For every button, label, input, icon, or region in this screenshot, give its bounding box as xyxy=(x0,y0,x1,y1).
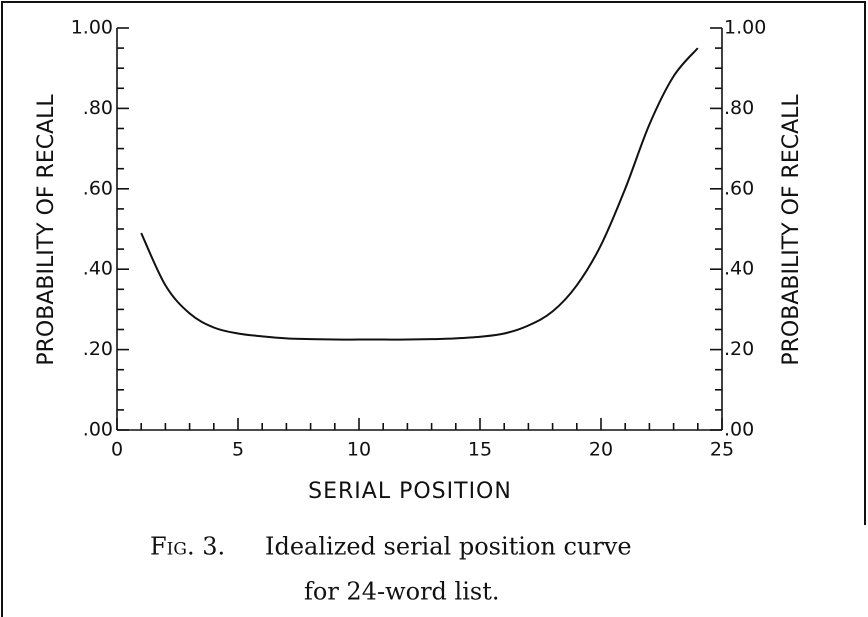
y2-tick-label: .40 xyxy=(724,258,754,280)
y2-tick-label: .80 xyxy=(724,97,754,119)
x-tick-label: 10 xyxy=(347,439,371,461)
y-tick-label: .60 xyxy=(83,177,113,199)
x-tick-label: 20 xyxy=(589,439,613,461)
caption-line: for 24-word list. xyxy=(304,578,499,606)
y2-tick-label: .00 xyxy=(724,419,754,441)
y2-tick-label: .60 xyxy=(724,177,754,199)
y-tick-label: .40 xyxy=(83,258,113,280)
x-tick-label: 5 xyxy=(232,439,244,461)
x-tick-label: 0 xyxy=(111,439,123,461)
x-axis-title: SERIAL POSITION xyxy=(308,479,512,504)
y-tick-label: .00 xyxy=(83,419,113,441)
y2-axis-title: PROBABILITY OF RECALL xyxy=(779,94,804,366)
curve xyxy=(140,47,699,341)
y-tick-label: 1.00 xyxy=(71,17,113,39)
caption-label: Fig. 3. xyxy=(150,533,225,561)
x-tick-label: 25 xyxy=(710,439,734,461)
y2-tick-label: 1.00 xyxy=(724,17,766,39)
caption-line: Idealized serial position curve xyxy=(265,533,632,561)
y-tick-label: .20 xyxy=(83,338,113,360)
y-tick-label: .80 xyxy=(83,97,113,119)
y-axis-title: PROBABILITY OF RECALL xyxy=(34,94,59,366)
x-tick-label: 15 xyxy=(468,439,492,461)
y2-tick-label: .20 xyxy=(724,338,754,360)
